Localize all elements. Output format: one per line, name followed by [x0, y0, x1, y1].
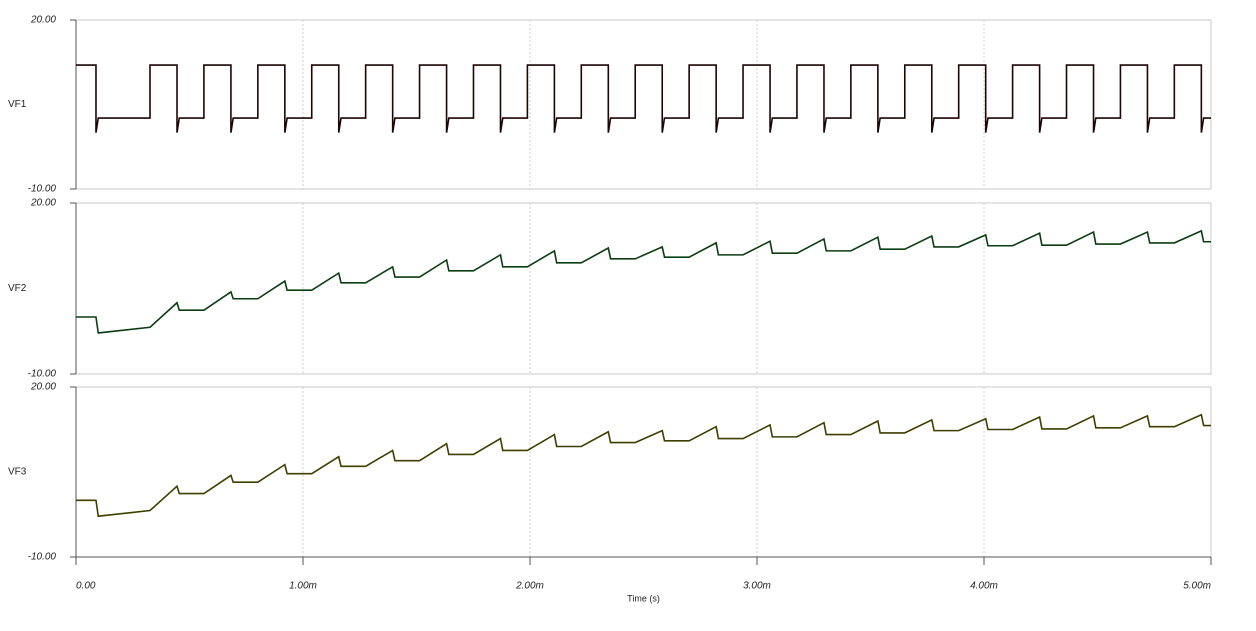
plot-frame — [75, 202, 1212, 375]
y-tick-label: -10.00 — [28, 369, 57, 380]
line-series — [76, 229, 1211, 334]
y-tick-label: 20.00 — [30, 15, 56, 26]
x-tick-label: 0.00 — [76, 581, 96, 592]
x-tick-label: 4.00m — [970, 581, 998, 592]
plot-frame — [75, 386, 1212, 558]
line-series — [76, 64, 1211, 133]
y-tick-label: 20.00 — [30, 382, 56, 393]
line-series — [76, 413, 1211, 518]
y-tick-label: -10.00 — [28, 184, 57, 195]
y-axis-label: VF1 — [8, 99, 27, 110]
y-tick-label: 20.00 — [30, 198, 56, 209]
x-tick-label: 2.00m — [515, 581, 544, 592]
y-axis-label: VF3 — [8, 467, 27, 478]
x-tick-label: 1.00m — [289, 581, 317, 592]
x-tick-label: 3.00m — [743, 581, 771, 592]
y-tick-label: -10.00 — [28, 552, 57, 563]
x-axis-label: Time (s) — [627, 593, 660, 603]
x-tick-label: 5.00m — [1183, 581, 1211, 592]
y-axis-label: VF2 — [8, 283, 27, 294]
plot-frame — [75, 19, 1212, 190]
